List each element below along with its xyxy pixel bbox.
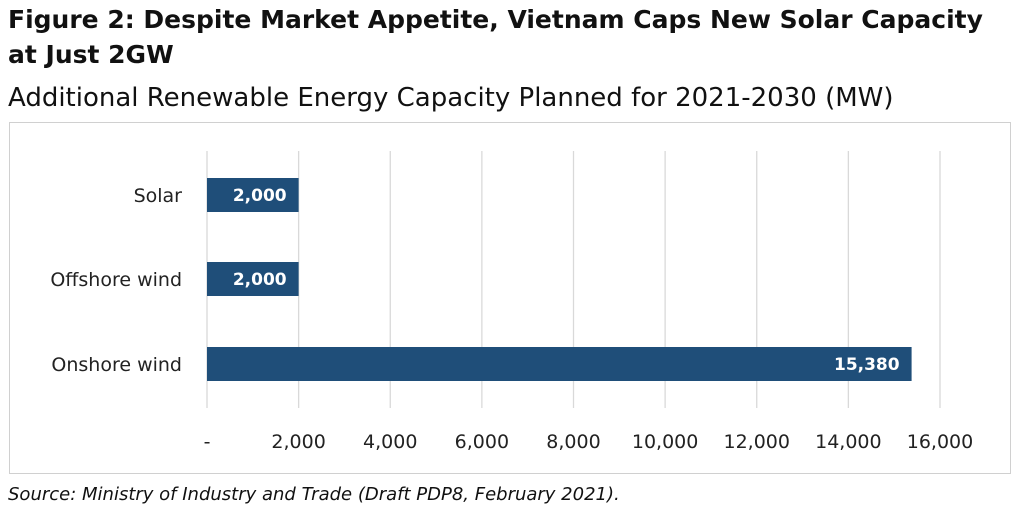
source-note: Source: Ministry of Industry and Trade (…	[8, 484, 620, 505]
x-axis-tick-labels: - 2,000 4,000 6,000 8,000 10,000 12,000 14,000 1…	[204, 431, 974, 453]
category-label: Solar	[134, 185, 183, 207]
bar	[207, 178, 299, 212]
bar-chart: 2,000 2,000 15,380 Solar Offshore wind Onsho…	[50, 151, 974, 453]
bars: 2,000 2,000 15,380	[207, 178, 912, 381]
x-tick-label: 16,000	[907, 431, 973, 453]
x-tick-label: 14,000	[815, 431, 881, 453]
data-label: 2,000	[233, 270, 287, 290]
figure-title: Figure 2: Despite Market Appetite, Vietn…	[8, 5, 983, 69]
x-tick-label: 12,000	[724, 431, 790, 453]
x-tick-label: 10,000	[632, 431, 698, 453]
category-label: Offshore wind	[50, 269, 182, 291]
category-label: Onshore wind	[51, 354, 182, 376]
x-tick-label: 2,000	[271, 431, 325, 453]
x-tick-label: 4,000	[363, 431, 417, 453]
chart-subtitle: Additional Renewable Energy Capacity Pla…	[8, 83, 894, 113]
bar	[207, 347, 912, 381]
bar	[207, 262, 299, 296]
chart-frame: 2,000 2,000 15,380 Solar Offshore wind Onsho…	[9, 122, 1011, 474]
x-tick-label: -	[204, 431, 211, 453]
category-labels: Solar Offshore wind Onshore wind	[50, 185, 182, 376]
data-label: 15,380	[834, 355, 900, 375]
x-tick-label: 6,000	[455, 431, 509, 453]
x-tick-label: 8,000	[546, 431, 600, 453]
data-label: 2,000	[233, 186, 287, 206]
